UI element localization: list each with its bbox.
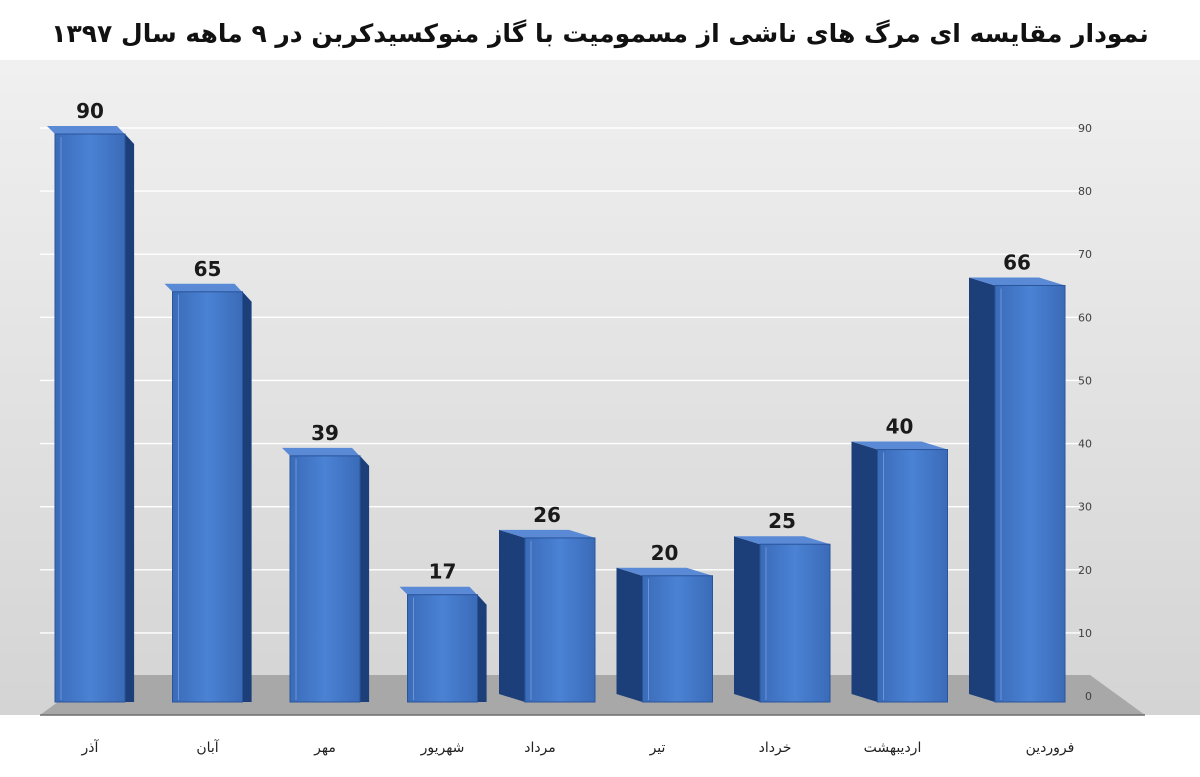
bar-top <box>616 567 713 576</box>
bar <box>616 567 713 703</box>
data-label: 90 <box>76 99 104 123</box>
bar <box>734 536 831 703</box>
data-label: 26 <box>533 503 561 527</box>
x-tick-label: تیر <box>649 740 666 756</box>
bar <box>399 586 487 703</box>
y-tick-label: 80 <box>1078 185 1092 198</box>
bar-front <box>54 133 126 703</box>
bar <box>499 529 596 703</box>
bar-side <box>499 529 525 702</box>
x-tick-label: خرداد <box>759 740 792 756</box>
bar <box>851 441 948 703</box>
chart-title: نمودار مقایسه ای مرگ های ناشی از مسمومیت… <box>51 19 1148 49</box>
bar-front <box>524 537 596 703</box>
y-tick-label: 50 <box>1078 374 1092 387</box>
bar-top <box>499 529 595 538</box>
y-tick-label: 20 <box>1078 564 1092 577</box>
bar-front <box>994 284 1066 703</box>
bar-front <box>877 449 948 703</box>
bars <box>47 126 1066 703</box>
bar-top <box>47 126 135 144</box>
bar-side <box>616 567 643 702</box>
y-tick-label: 70 <box>1078 248 1092 261</box>
bar-front <box>642 575 713 703</box>
bar-side <box>734 536 760 702</box>
x-tick-label: فروردین <box>1026 740 1075 756</box>
data-label: 40 <box>886 415 914 439</box>
bar-top <box>164 283 252 302</box>
bar-top <box>969 277 1065 286</box>
bar-side <box>360 455 370 702</box>
y-tick-label: 60 <box>1078 311 1092 324</box>
y-tick-label: 0 <box>1085 690 1092 703</box>
bar <box>47 126 135 703</box>
bar-front <box>407 594 478 703</box>
x-tick-label: مهر <box>313 740 336 756</box>
bar-side <box>242 291 252 702</box>
bar-side <box>851 441 878 702</box>
y-tick-label: 10 <box>1078 627 1092 640</box>
data-label: 65 <box>194 257 222 281</box>
bar-front <box>759 543 831 703</box>
data-label: 20 <box>651 541 679 565</box>
bar <box>282 447 370 703</box>
bar-top <box>734 536 830 545</box>
data-labels: 66 40 25 20 26 17 39 65 90 <box>76 99 1031 584</box>
data-label: 66 <box>1003 250 1031 274</box>
y-tick-label: 90 <box>1078 122 1092 135</box>
bar <box>164 283 252 703</box>
y-tick-label: 30 <box>1078 501 1092 514</box>
bar-side <box>477 594 487 702</box>
y-axis-ticks: 0 10 20 30 40 50 60 70 80 90 <box>1078 122 1092 703</box>
bar-front <box>172 291 243 703</box>
x-tick-label: آذر <box>81 739 100 756</box>
data-label: 39 <box>311 421 339 445</box>
x-tick-label: اردیبهشت <box>864 740 922 756</box>
x-tick-label: شهریور <box>420 740 465 756</box>
y-tick-label: 40 <box>1078 438 1092 451</box>
bar-top <box>851 441 948 450</box>
bar <box>969 277 1066 703</box>
bar-top <box>399 586 487 605</box>
category-labels: فروردین اردیبهشت خرداد تیر مرداد شهریور مهر آبا… <box>81 739 1075 756</box>
bar-side <box>969 277 995 702</box>
bar-front <box>289 455 361 703</box>
bar-top <box>282 447 370 466</box>
data-label: 25 <box>768 509 796 533</box>
x-tick-label: مرداد <box>524 740 556 756</box>
data-label: 17 <box>429 560 457 584</box>
bar-side <box>125 134 135 702</box>
x-tick-label: آبان <box>196 739 219 756</box>
